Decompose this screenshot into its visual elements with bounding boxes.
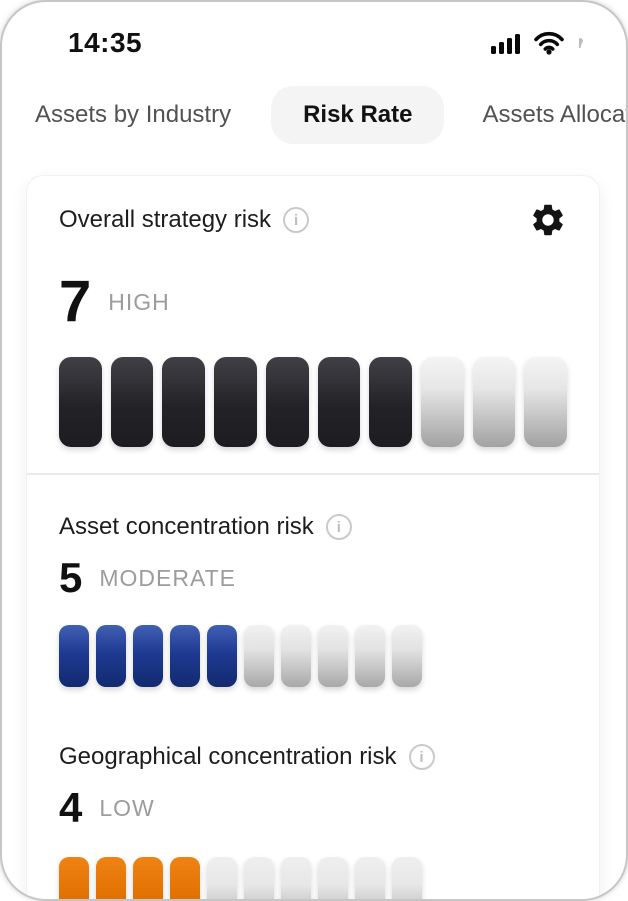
status-icons: 47	[491, 31, 588, 55]
risk-bar-empty	[355, 857, 385, 899]
wifi-icon	[534, 31, 564, 55]
section-asset-concentration-risk: Asset concentration risk i 5 MODERATE	[59, 513, 567, 687]
risk-bar-empty	[207, 857, 237, 899]
risk-bar-empty	[392, 625, 422, 687]
section-geographical-concentration-risk: Geographical concentration risk i 4 LOW	[59, 743, 567, 899]
risk-bar-filled	[162, 357, 206, 447]
risk-bar-filled	[214, 357, 257, 447]
section-title: Asset concentration risk	[59, 513, 314, 540]
risk-bar-empty	[281, 857, 311, 899]
section-title: Overall strategy risk	[59, 206, 272, 233]
risk-bar-empty	[524, 357, 568, 447]
risk-rate-card: Overall strategy risk i 7 HIGH Asset con…	[27, 176, 599, 899]
risk-bar-filled	[59, 625, 89, 687]
risk-level: LOW	[99, 794, 155, 821]
gear-icon[interactable]	[529, 201, 567, 239]
risk-level: HIGH	[108, 288, 170, 315]
risk-bar-filled	[133, 625, 163, 687]
tab-assets-by-industry[interactable]: Assets by Industry	[35, 101, 232, 128]
tab-assets-allocation[interactable]: Assets Allocat	[482, 101, 628, 128]
risk-bar-filled	[96, 625, 126, 687]
risk-bar-empty	[472, 357, 516, 447]
section-overall-strategy-risk: Overall strategy risk i 7 HIGH	[59, 201, 568, 447]
risk-bar-empty	[392, 857, 422, 899]
risk-bar-scale	[59, 625, 567, 687]
risk-bar-empty	[244, 857, 274, 899]
risk-score: 7	[59, 269, 92, 334]
signal-bars-icon	[491, 33, 520, 54]
info-icon[interactable]: i	[283, 207, 310, 233]
risk-bar-scale	[59, 357, 568, 447]
risk-bar-empty	[318, 857, 348, 899]
risk-score: 4	[59, 784, 83, 831]
tab-risk-rate[interactable]: Risk Rate	[271, 86, 445, 144]
risk-bar-empty	[318, 625, 348, 687]
risk-score: 5	[59, 554, 83, 601]
section-title: Geographical concentration risk	[59, 743, 397, 770]
risk-bar-filled	[207, 625, 237, 687]
risk-bar-filled	[265, 357, 309, 447]
risk-bar-empty	[355, 625, 385, 687]
risk-bar-filled	[110, 357, 154, 447]
risk-bar-empty	[420, 357, 464, 447]
risk-bar-empty	[281, 625, 311, 687]
risk-bar-filled	[170, 857, 200, 899]
risk-bar-filled	[317, 357, 361, 447]
risk-bar-filled	[59, 857, 89, 899]
tab-bar: Assets by Industry Risk Rate Assets Allo…	[2, 86, 626, 144]
risk-bar-empty	[244, 625, 274, 687]
clock: 14:35	[68, 27, 143, 58]
risk-bar-filled	[369, 357, 412, 447]
risk-bar-scale	[59, 857, 567, 899]
divider	[27, 473, 599, 475]
info-icon[interactable]: i	[325, 514, 352, 540]
risk-bar-filled	[96, 857, 126, 899]
risk-bar-filled	[170, 625, 200, 687]
info-icon[interactable]: i	[408, 744, 435, 770]
risk-bar-filled	[59, 357, 102, 447]
risk-level: MODERATE	[99, 564, 236, 591]
status-bar: 14:35 47	[2, 2, 626, 60]
risk-bar-filled	[133, 857, 163, 899]
